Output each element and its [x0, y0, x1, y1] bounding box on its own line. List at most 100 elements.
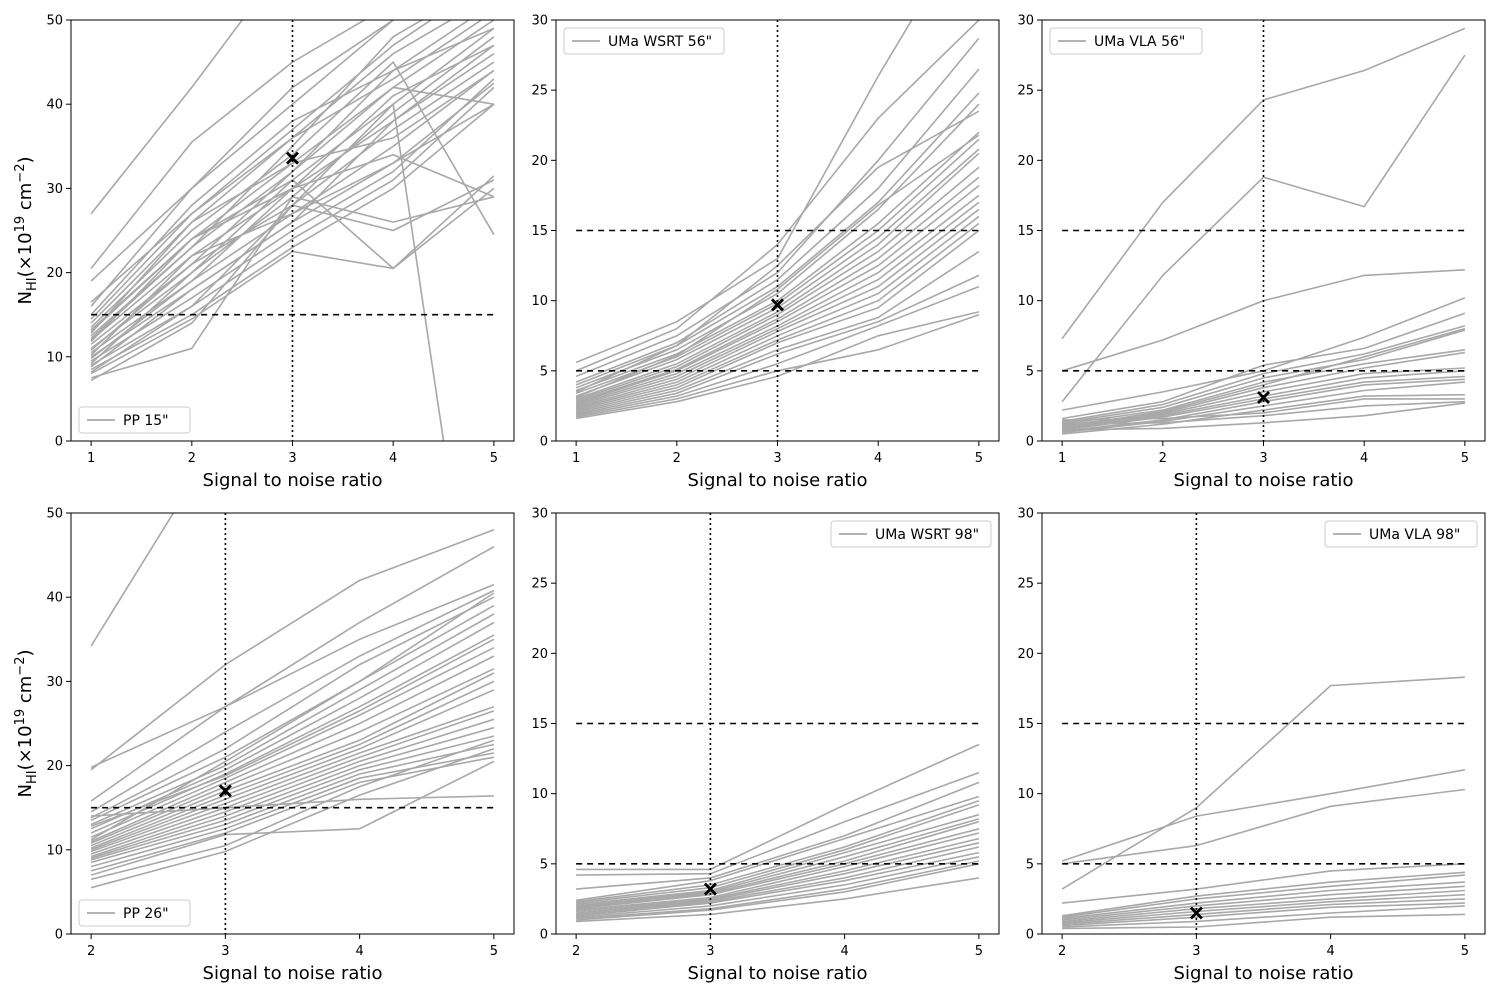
plot-area: [575, 513, 980, 934]
y-tick-label: 20: [531, 154, 548, 169]
legend-box: [78, 406, 191, 434]
y-tick-label: 15: [1017, 717, 1034, 732]
series-line-5: [90, 589, 495, 813]
plot-area: [1061, 513, 1466, 934]
series-line-4: [90, 20, 433, 303]
x-tick-label: 3: [706, 944, 714, 959]
x-tick-label: 3: [221, 944, 229, 959]
series-line-16: [576, 856, 980, 918]
series-line-19: [90, 718, 495, 858]
x-tick-label: 5: [975, 944, 983, 959]
x-tick-label: 5: [490, 451, 498, 466]
x-tick-label: 2: [572, 944, 580, 959]
series-line-1: [90, 513, 175, 647]
series-line-13: [576, 842, 980, 914]
y-tick-label: 50: [46, 14, 63, 29]
panel-2: 1 2 3 4 5 0 5 10 15 20 25 30 Signal to noise ratio UM…: [531, 14, 1000, 491]
y-tick-label: 25: [1017, 577, 1034, 592]
legend: PP 26": [78, 899, 191, 927]
plot-area: [90, 20, 495, 441]
x-axis-label: Signal to noise ratio: [688, 470, 868, 491]
y-tick-label: 25: [531, 84, 548, 99]
series-line-20: [90, 726, 495, 859]
series-line-2: [90, 20, 367, 269]
legend: UMa VLA 56": [1049, 27, 1203, 55]
x-tick-label: 3: [288, 451, 296, 466]
series-line-9: [1061, 351, 1466, 427]
y-tick-label: 20: [531, 647, 548, 662]
y-tick-label: 5: [540, 857, 548, 872]
series-line-27: [90, 748, 495, 889]
series-line-7: [90, 604, 495, 822]
series-line-18: [576, 863, 980, 921]
series-line-15: [576, 851, 980, 917]
x-tick-label: 4: [874, 451, 882, 466]
series-line-4: [90, 583, 495, 802]
y-tick-label: 15: [531, 717, 548, 732]
series-line-22: [90, 82, 495, 356]
plot-area: [575, 20, 980, 441]
axes-frame: [70, 512, 515, 935]
x-tick-label: 1: [1058, 451, 1066, 466]
series-line-6: [575, 103, 980, 389]
series-line-26: [575, 134, 980, 399]
x-tick-label: 5: [490, 944, 498, 959]
y-tick-label: 10: [531, 787, 548, 802]
panel-3: 1 2 3 4 5 0 5 10 15 20 25 30 Signal to noise ratio UM…: [1017, 14, 1486, 491]
series-line-1: [90, 20, 244, 215]
y-tick-label: 25: [1017, 84, 1034, 99]
y-tick-label: 10: [1017, 787, 1034, 802]
y-tick-label: 30: [46, 182, 63, 197]
y-tick-label: 50: [46, 507, 63, 522]
y-tick-label: 5: [1026, 857, 1034, 872]
series-line-3: [90, 20, 395, 282]
y-tick-label: 30: [531, 14, 548, 29]
x-tick-label: 3: [773, 451, 781, 466]
series-line-4: [1061, 297, 1466, 411]
series-line-6: [90, 596, 495, 819]
series-line-8: [576, 818, 980, 907]
x-tick-label: 5: [1461, 944, 1469, 959]
x-axis-label: Signal to noise ratio: [203, 963, 383, 984]
legend-label: PP 26": [123, 906, 169, 922]
median-marker: [1189, 906, 1203, 920]
series-line-8: [90, 613, 495, 826]
series-line-9: [90, 621, 495, 830]
y-tick-label: 10: [531, 294, 548, 309]
y-tick-label: 0: [1026, 435, 1034, 450]
x-tick-label: 4: [840, 944, 848, 959]
series-line-12: [575, 176, 980, 403]
x-tick-label: 4: [1326, 944, 1334, 959]
series-line-18: [90, 710, 495, 855]
y-axis-label: NHI(×1019 cm−2): [13, 650, 40, 798]
x-tick-label: 4: [1360, 451, 1368, 466]
median-marker: [771, 298, 784, 312]
series-line-17: [90, 705, 495, 853]
y-tick-label: 40: [46, 591, 63, 606]
y-tick-label: 5: [540, 364, 548, 379]
series-line-3: [1061, 788, 1465, 865]
y-tick-label: 0: [55, 928, 63, 943]
y-tick-label: 30: [46, 675, 63, 690]
series-line-2: [1061, 54, 1466, 403]
y-tick-label: 15: [531, 224, 548, 239]
series-line-14: [90, 86, 495, 366]
series-line-5: [1061, 871, 1465, 917]
series-line-7: [576, 813, 980, 906]
series-line-9: [575, 148, 980, 397]
y-tick-label: 5: [1026, 364, 1034, 379]
y-tick-label: 10: [1017, 294, 1034, 309]
series-line-3: [90, 546, 495, 769]
median-marker: [218, 784, 232, 798]
series-line-7: [1061, 329, 1466, 424]
series-line-12: [1062, 902, 1465, 927]
y-tick-label: 20: [46, 266, 63, 281]
legend-label: UMa WSRT 56": [608, 34, 712, 50]
series-line-1: [1061, 27, 1466, 340]
x-tick-label: 3: [1192, 944, 1200, 959]
series-line-22: [90, 743, 495, 864]
y-tick-label: 30: [531, 507, 548, 522]
x-tick-label: 2: [188, 451, 196, 466]
series-line-16: [90, 689, 495, 851]
